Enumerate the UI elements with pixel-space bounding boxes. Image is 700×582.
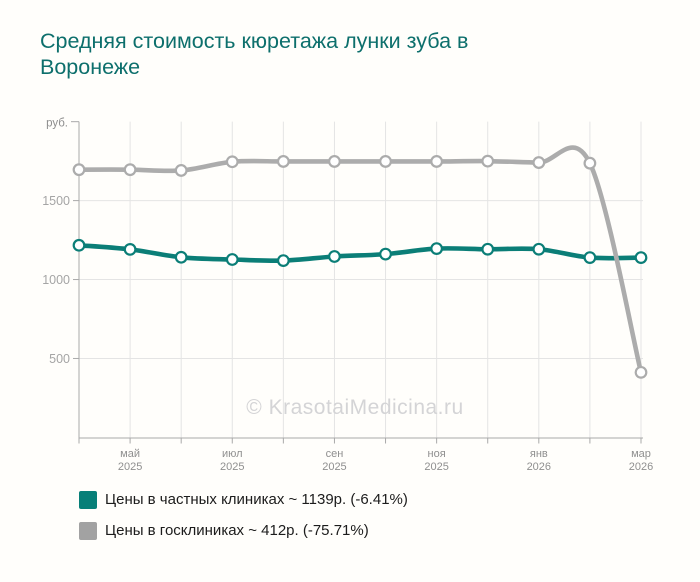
x-tick-month-label: мар bbox=[631, 448, 651, 460]
legend-swatch-state bbox=[79, 521, 97, 540]
data-point-marker-private bbox=[379, 247, 392, 261]
legend: Цены в частных клиниках ~ 1139р. (-6.41%… bbox=[79, 490, 408, 540]
data-point-marker-private bbox=[634, 251, 648, 264]
x-tick-month-label: июл bbox=[222, 448, 243, 460]
watermark: © KrasotaiMedicina.ru bbox=[246, 396, 463, 419]
data-point-marker-state bbox=[430, 155, 444, 168]
x-tick-month-label: ноя bbox=[428, 448, 446, 460]
y-tick-label: 500 bbox=[49, 352, 70, 366]
series-line-private bbox=[76, 242, 644, 264]
data-point-marker-private bbox=[123, 242, 137, 256]
data-point-marker-state bbox=[328, 155, 341, 168]
x-tick-month-label: май bbox=[120, 448, 140, 460]
data-point-marker-state bbox=[583, 156, 597, 170]
data-point-marker-state bbox=[634, 365, 648, 379]
legend-label-private: Цены в частных клиниках ~ 1139р. (-6.41%… bbox=[105, 491, 408, 508]
price-chart: руб.50010001500май2025июл2025сен2025ноя2… bbox=[42, 118, 653, 473]
legend-label-state: Цены в госклиниках ~ 412р. (-75.71%) bbox=[105, 522, 369, 539]
legend-item-private-clinics[interactable]: Цены в частных клиниках ~ 1139р. (-6.41%… bbox=[79, 490, 408, 509]
y-tick-label: 1000 bbox=[42, 273, 70, 287]
data-point-marker-private bbox=[174, 250, 188, 264]
x-tick-month-label: янв bbox=[530, 448, 548, 460]
x-tick-year-label: 2025 bbox=[424, 461, 448, 473]
x-tick-year-label: 2026 bbox=[527, 461, 551, 473]
y-axis-unit-label: руб. bbox=[46, 118, 68, 130]
y-tick-label: 1500 bbox=[42, 194, 70, 208]
data-point-marker-state bbox=[72, 163, 86, 177]
data-point-marker-state bbox=[379, 155, 392, 168]
x-tick-year-label: 2025 bbox=[322, 461, 346, 473]
data-point-marker-private bbox=[430, 242, 444, 255]
x-tick-year-label: 2025 bbox=[220, 461, 244, 473]
data-point-marker-state bbox=[174, 164, 188, 177]
legend-swatch-private bbox=[79, 490, 97, 509]
page-title: Средняя стоимость кюретажа лунки зуба в … bbox=[40, 29, 469, 80]
data-point-marker-state bbox=[481, 154, 495, 168]
data-point-marker-private bbox=[328, 250, 341, 263]
data-point-marker-state bbox=[532, 156, 546, 169]
data-point-marker-private bbox=[276, 254, 290, 267]
data-point-marker-private bbox=[583, 251, 597, 264]
series-line-state bbox=[76, 145, 644, 375]
legend-item-state-clinics[interactable]: Цены в госклиниках ~ 412р. (-75.71%) bbox=[79, 521, 408, 540]
data-point-marker-private bbox=[481, 242, 495, 256]
data-point-marker-private bbox=[225, 253, 239, 266]
x-tick-month-label: сен bbox=[326, 448, 344, 460]
data-point-marker-state bbox=[276, 155, 290, 168]
data-point-marker-private bbox=[72, 238, 86, 252]
data-point-marker-state bbox=[123, 163, 137, 177]
x-tick-year-label: 2026 bbox=[629, 461, 653, 473]
x-tick-year-label: 2025 bbox=[118, 461, 142, 473]
data-point-marker-private bbox=[532, 242, 546, 256]
data-point-marker-state bbox=[225, 155, 239, 169]
